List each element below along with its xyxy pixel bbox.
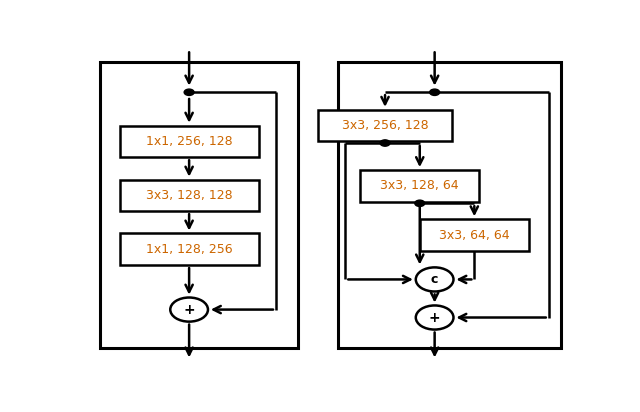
Bar [120, 180, 259, 211]
Text: c: c [431, 273, 438, 286]
Circle shape [416, 267, 454, 292]
Bar [100, 62, 298, 348]
Circle shape [184, 89, 194, 96]
Text: 3x3, 64, 64: 3x3, 64, 64 [439, 229, 509, 241]
Text: 3x3, 128, 128: 3x3, 128, 128 [146, 189, 232, 202]
Bar [420, 219, 529, 251]
Text: 3x3, 128, 64: 3x3, 128, 64 [380, 179, 459, 192]
Circle shape [416, 305, 454, 330]
Text: 1x1, 128, 256: 1x1, 128, 256 [146, 243, 232, 256]
Text: 3x3, 256, 128: 3x3, 256, 128 [342, 119, 428, 132]
Text: +: + [183, 302, 195, 316]
Bar [318, 110, 452, 141]
Text: +: + [429, 311, 440, 325]
Circle shape [170, 297, 208, 322]
Circle shape [429, 89, 440, 96]
Circle shape [380, 140, 390, 146]
Bar [338, 62, 561, 348]
Bar [360, 170, 479, 202]
Text: 1x1, 256, 128: 1x1, 256, 128 [146, 135, 232, 148]
Bar [120, 234, 259, 265]
Circle shape [415, 200, 425, 206]
Bar [120, 126, 259, 157]
